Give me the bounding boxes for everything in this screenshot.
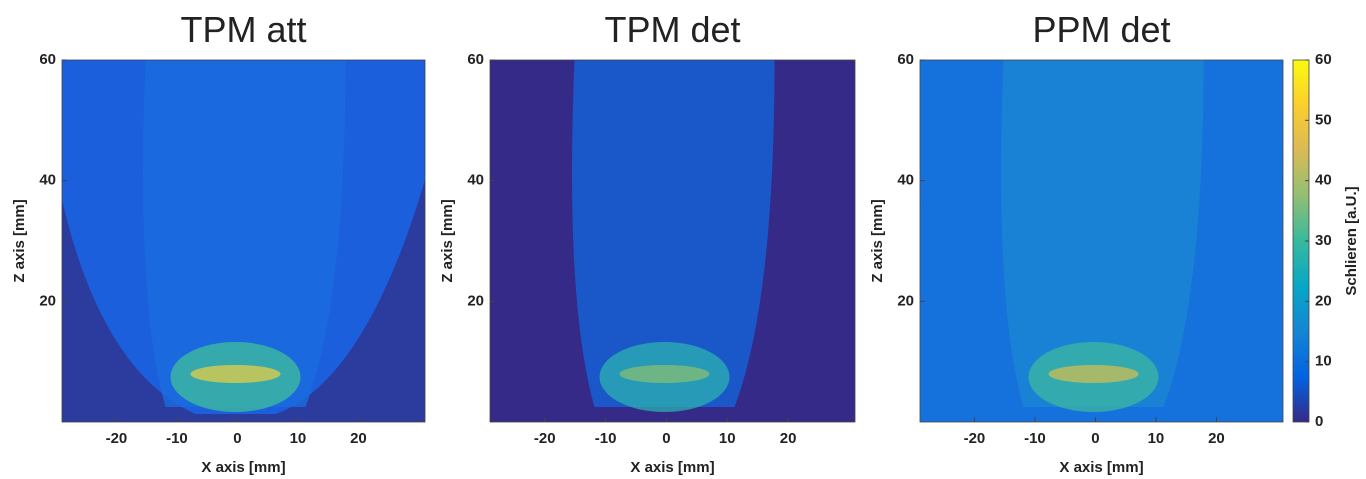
heatmap-panel [489,59,856,423]
y-tick-label: 20 [39,292,56,309]
colorbar-tick-label: 30 [1315,232,1332,249]
heatmap-image [62,60,425,422]
colorbar-tick-label: 40 [1315,172,1332,189]
x-tick-label: -20 [964,430,986,447]
y-tick-label: 40 [39,172,56,189]
y-tick-label: 20 [897,292,914,309]
x-tick-label: -20 [106,430,128,447]
hot-core [190,365,281,383]
y-axis-label: Z axis [mm] [869,199,886,282]
y-tick-label: 40 [467,172,484,189]
x-axis-label: X axis [mm] [630,459,714,476]
heatmap-image [920,60,1283,422]
colorbar-tick-label: 50 [1315,111,1332,128]
plume-core [143,60,346,407]
x-tick-label: -10 [1024,430,1046,447]
panel-title: TPM att [180,9,306,50]
heatmap-panel [919,59,1284,423]
y-tick-label: 40 [897,172,914,189]
y-tick-label: 60 [467,51,484,68]
panel-title: TPM det [604,9,740,50]
heatmap-image [490,60,855,422]
colorbar-tick-label: 60 [1315,51,1332,68]
y-tick-label: 20 [467,292,484,309]
x-tick-label: 10 [290,430,307,447]
colorbar-tick-label: 0 [1315,413,1323,430]
colorbar-label: Schlieren [a.U.] [1343,186,1360,295]
colorbar-tick-label: 10 [1315,353,1332,370]
y-axis-label: Z axis [mm] [11,199,28,282]
plot-frame [919,59,1284,423]
plume-core [572,60,775,407]
plume-core [1001,60,1204,407]
x-tick-label: -10 [166,430,188,447]
x-axis-label: X axis [mm] [1059,459,1143,476]
plot-frame [489,59,856,423]
x-tick-label: 0 [662,430,670,447]
x-tick-label: 0 [1091,430,1099,447]
panel-title: PPM det [1032,9,1170,50]
x-tick-label: -10 [595,430,617,447]
hot-core [619,365,710,383]
x-tick-label: -20 [534,430,556,447]
hot-core [1048,365,1139,383]
plot-frame [61,59,426,423]
x-tick-label: 0 [233,430,241,447]
heatmap-panel [61,59,426,423]
x-tick-label: 20 [780,430,797,447]
colorbar-tick-label: 20 [1315,292,1332,309]
y-tick-label: 60 [39,51,56,68]
x-tick-label: 20 [350,430,367,447]
x-tick-label: 20 [1208,430,1225,447]
x-tick-label: 10 [719,430,736,447]
y-axis-label: Z axis [mm] [439,199,456,282]
x-axis-label: X axis [mm] [201,459,285,476]
x-tick-label: 10 [1148,430,1165,447]
y-tick-label: 60 [897,51,914,68]
